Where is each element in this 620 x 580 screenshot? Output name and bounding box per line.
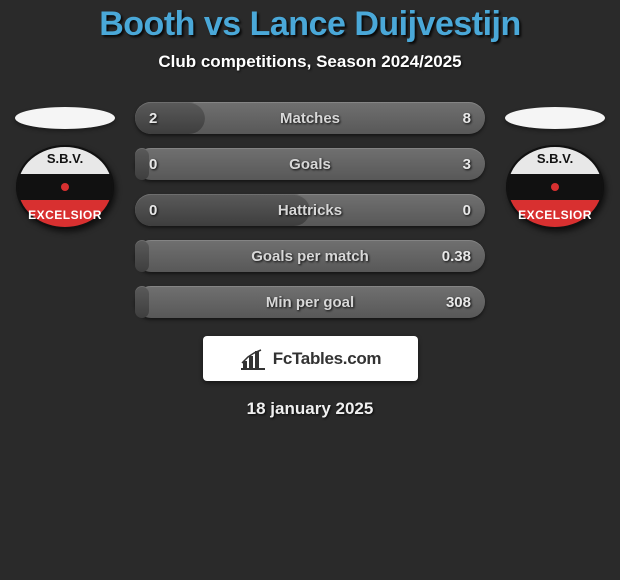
stat-value-right: 308: [446, 294, 471, 311]
excelsior-badge-icon: S.B.V. EXCELSIOR: [15, 144, 115, 230]
stat-value-right: 3: [463, 156, 471, 173]
page-subtitle: Club competitions, Season 2024/2025: [0, 52, 620, 72]
player-right-photo-placeholder: [505, 107, 605, 129]
stat-row: Goals per match 0.38: [135, 240, 485, 272]
stat-value-right: 0: [463, 202, 471, 219]
svg-text:EXCELSIOR: EXCELSIOR: [518, 208, 592, 222]
stat-row: Min per goal 308: [135, 286, 485, 318]
date-label: 18 january 2025: [0, 399, 620, 419]
fctables-link[interactable]: FcTables.com: [203, 336, 418, 381]
stat-fill: [135, 148, 149, 180]
svg-text:S.B.V.: S.B.V.: [537, 151, 573, 166]
comparison-card: Booth vs Lance Duijvestijn Club competit…: [0, 0, 620, 419]
stat-fill: [135, 240, 149, 272]
stat-fill: [135, 286, 149, 318]
stat-value-right: 8: [463, 110, 471, 127]
club-badge-left: S.B.V. EXCELSIOR: [15, 144, 115, 230]
player-left-photo-placeholder: [15, 107, 115, 129]
chart-bars-icon: [239, 347, 267, 371]
excelsior-badge-icon: S.B.V. EXCELSIOR: [505, 144, 605, 230]
main-row: S.B.V. EXCELSIOR 2 Matches 8 0 Goals 3 0 Hattri…: [0, 102, 620, 318]
stat-label: Matches: [280, 110, 340, 127]
stat-row: 0 Hattricks 0: [135, 194, 485, 226]
stat-row: 2 Matches 8: [135, 102, 485, 134]
svg-text:S.B.V.: S.B.V.: [47, 151, 83, 166]
stat-row: 0 Goals 3: [135, 148, 485, 180]
stat-value-left: 0: [149, 156, 157, 173]
stat-label: Goals per match: [251, 248, 369, 265]
stat-value-right: 0.38: [442, 248, 471, 265]
stat-label: Min per goal: [266, 294, 354, 311]
player-left-col: S.B.V. EXCELSIOR: [10, 102, 120, 230]
player-right-col: S.B.V. EXCELSIOR: [500, 102, 610, 230]
stat-label: Hattricks: [278, 202, 342, 219]
club-badge-right: S.B.V. EXCELSIOR: [505, 144, 605, 230]
svg-text:EXCELSIOR: EXCELSIOR: [28, 208, 102, 222]
page-title: Booth vs Lance Duijvestijn: [0, 5, 620, 44]
stat-fill: [135, 102, 205, 134]
fctables-label: FcTables.com: [273, 349, 382, 369]
stat-label: Goals: [289, 156, 331, 173]
stat-value-left: 0: [149, 202, 157, 219]
stat-value-left: 2: [149, 110, 157, 127]
stats-column: 2 Matches 8 0 Goals 3 0 Hattricks 0 Goals per mat…: [135, 102, 485, 318]
